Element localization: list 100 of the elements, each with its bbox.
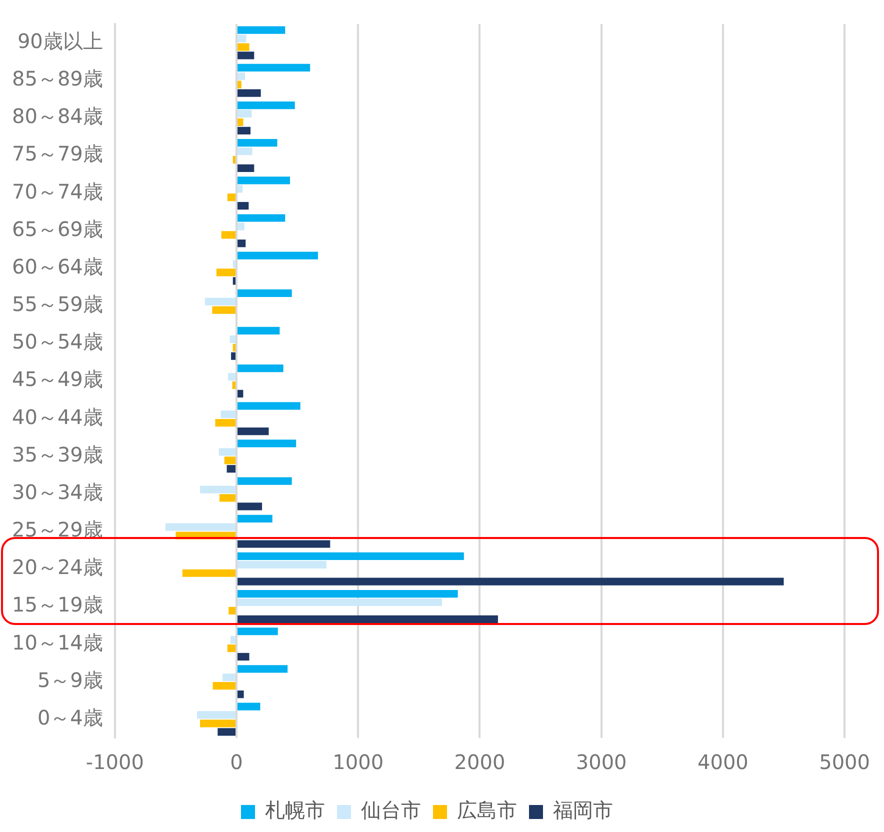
bar — [238, 34, 246, 42]
bar — [238, 202, 249, 210]
bar — [238, 615, 498, 623]
x-tick-label: 4000 — [697, 750, 748, 774]
bar — [238, 690, 244, 698]
bar — [238, 628, 278, 636]
bar — [238, 552, 464, 560]
bar — [232, 381, 236, 390]
bar — [222, 674, 236, 682]
bar — [238, 147, 252, 156]
bar — [204, 298, 236, 306]
bar — [196, 711, 236, 719]
bar — [238, 560, 326, 568]
y-tick-label: 55～59歳 — [12, 292, 103, 316]
bar — [232, 277, 236, 285]
y-tick-label: 10～14歳 — [12, 630, 103, 654]
bar — [238, 702, 260, 710]
bar — [238, 598, 442, 606]
y-tick-label: 85～89歳 — [12, 66, 103, 91]
bar — [238, 126, 250, 134]
bar — [238, 101, 295, 110]
bar — [238, 26, 286, 34]
y-tick-label: 50～54歳 — [12, 330, 103, 354]
y-tick-label: 65～69歳 — [12, 216, 103, 241]
bar — [218, 728, 236, 736]
bar — [238, 80, 242, 88]
bar — [238, 540, 330, 548]
bar — [232, 344, 236, 352]
bar — [238, 185, 243, 193]
bar — [212, 682, 236, 690]
bar — [220, 410, 236, 418]
y-tick-label: 30～34歳 — [12, 480, 103, 504]
bar — [212, 306, 236, 314]
bar — [238, 427, 269, 436]
y-tick-label: 80～84歳 — [12, 104, 103, 128]
bar — [238, 43, 250, 51]
x-tick-label: -1000 — [86, 750, 144, 774]
bar — [228, 372, 236, 381]
bar — [215, 419, 236, 427]
bar — [238, 89, 261, 97]
bar — [230, 335, 236, 343]
bar — [218, 448, 236, 456]
x-tick-label: 0 — [230, 750, 243, 774]
bar — [231, 352, 236, 360]
legend-label: 福岡市 — [553, 798, 613, 822]
y-tick-label: 40～44歳 — [12, 404, 103, 429]
bar — [200, 720, 236, 728]
bar — [227, 194, 236, 202]
bar — [238, 665, 288, 673]
bar — [238, 364, 284, 372]
bar — [238, 252, 318, 260]
y-tick-label: 90歳以上 — [17, 28, 103, 53]
bar — [238, 176, 290, 184]
bar — [238, 52, 254, 60]
bar — [182, 569, 236, 577]
bar — [228, 606, 236, 615]
bar — [238, 326, 280, 335]
y-tick-label: 75～79歳 — [12, 142, 103, 166]
y-tick-label: 20～24歳 — [12, 555, 103, 580]
bar — [238, 164, 254, 172]
bar — [224, 456, 236, 464]
x-tick-label: 1000 — [332, 750, 384, 774]
bar — [238, 440, 296, 448]
bar — [227, 644, 236, 652]
legend-label: 仙台市 — [361, 798, 421, 822]
bar — [238, 590, 458, 598]
bar — [238, 214, 286, 222]
bar — [221, 231, 236, 239]
bar — [238, 139, 278, 147]
bar — [238, 118, 244, 126]
bar — [238, 477, 292, 485]
y-tick-label: 60～64歳 — [12, 254, 103, 278]
bar — [232, 260, 236, 268]
bar — [165, 523, 236, 531]
bar — [238, 222, 244, 230]
bar — [232, 156, 236, 164]
bar — [200, 486, 236, 494]
bar — [238, 289, 292, 297]
bar — [219, 494, 236, 502]
bar — [238, 502, 262, 510]
x-tick-label: 5000 — [819, 750, 870, 774]
bar — [238, 240, 246, 248]
bar — [216, 268, 236, 276]
y-tick-label: 0～4歳 — [37, 705, 103, 730]
bar — [230, 636, 236, 644]
bar — [238, 72, 246, 80]
bar — [238, 110, 252, 118]
y-tick-label: 5～9歳 — [37, 668, 103, 692]
y-tick-label: 70～74歳 — [12, 179, 103, 204]
y-tick-label: 35～39歳 — [12, 442, 103, 466]
bar — [238, 402, 300, 410]
x-tick-label: 3000 — [576, 750, 627, 774]
y-tick-label: 15～19歳 — [12, 592, 103, 617]
bar — [238, 514, 272, 522]
y-tick-label: 45～49歳 — [12, 367, 103, 392]
bar — [226, 465, 236, 473]
legend-label: 広島市 — [457, 798, 517, 822]
legend-label: 札幌市 — [265, 798, 325, 822]
bar — [238, 390, 244, 398]
bar — [238, 652, 250, 661]
